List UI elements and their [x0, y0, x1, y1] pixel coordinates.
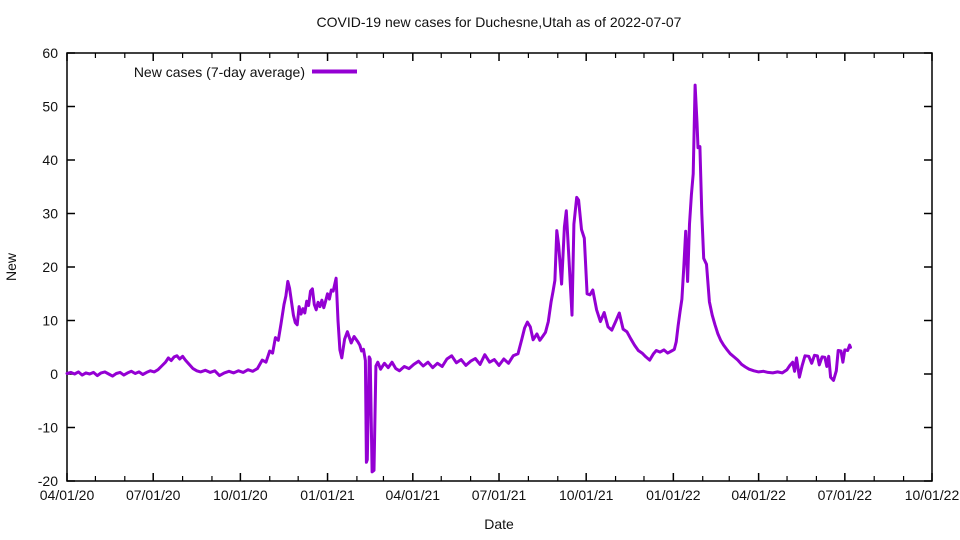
y-tick-label: 50 — [42, 99, 58, 115]
x-tick-label: 10/01/21 — [559, 487, 614, 503]
x-tick-label: 10/01/22 — [905, 487, 960, 503]
plot-border — [66, 52, 933, 482]
x-tick-label: 07/01/22 — [818, 487, 873, 503]
x-tick-label: 01/01/22 — [646, 487, 701, 503]
y-tick-label: -10 — [38, 420, 58, 436]
y-tick-label: 20 — [42, 259, 58, 275]
legend-series-label: New cases (7-day average) — [134, 64, 305, 80]
x-tick-label: 04/01/22 — [731, 487, 786, 503]
y-tick-label: 30 — [42, 206, 58, 222]
chart-title: COVID-19 new cases for Duchesne,Utah as … — [317, 14, 682, 30]
x-tick-label: 07/01/21 — [472, 487, 527, 503]
x-tick-label: 01/01/21 — [300, 487, 355, 503]
y-tick-label: 40 — [42, 152, 58, 168]
series-line — [65, 83, 852, 474]
y-axis-label: New — [3, 252, 19, 281]
y-tick-label: 60 — [42, 45, 58, 61]
y-tick-label: 0 — [50, 366, 58, 382]
x-tick-label: 10/01/20 — [213, 487, 268, 503]
x-tick-label: 07/01/20 — [126, 487, 181, 503]
x-tick-label: 04/01/21 — [386, 487, 441, 503]
x-tick-label: 04/01/20 — [40, 487, 95, 503]
x-axis-label: Date — [484, 516, 514, 532]
y-tick-label: 10 — [42, 313, 58, 329]
legend: New cases (7-day average) — [134, 64, 357, 80]
y-tick-label: -20 — [38, 473, 58, 489]
plot-area: 04/01/20 07/01/20 10/01/20 01/01/21 04/01/21… — [38, 45, 960, 503]
